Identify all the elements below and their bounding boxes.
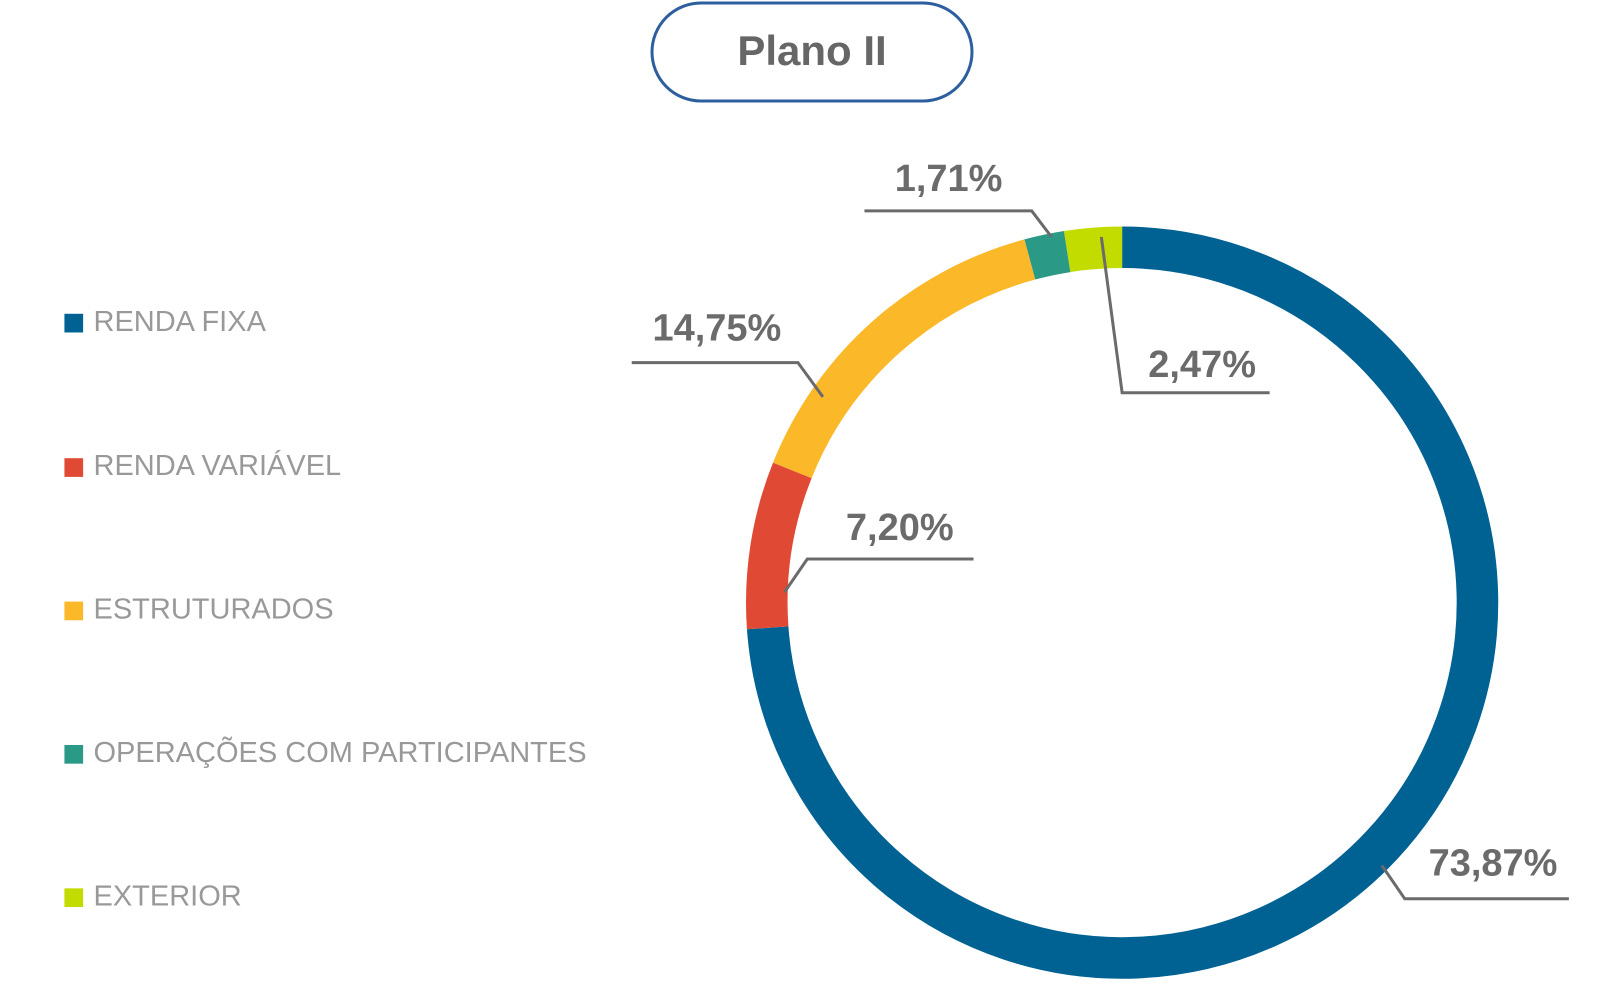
chart-title: Plano II [737,27,886,74]
leader-line [1380,864,1569,901]
donut-segment [1024,231,1071,280]
legend-swatch [64,744,84,764]
donut-segment [1063,226,1123,273]
value-label: 14,75% [652,307,781,349]
title-pill [650,1,974,103]
value-label: 7,20% [846,507,954,549]
legend-label: RENDA VARIÁVEL [94,449,342,482]
legend-swatch [64,458,84,477]
legend-swatch [64,601,84,621]
value-label: 73,87% [1429,843,1558,885]
legend-swatch [64,888,84,908]
leader-line [1099,236,1270,395]
legend-label: RENDA FIXA [94,306,267,338]
leader-line [864,209,1053,238]
legend-label: EXTERIOR [94,880,242,912]
donut-segment [746,462,812,630]
donut-segment [746,226,1499,979]
donut-segment [773,239,1036,479]
legend-label: OPERAÇÕES COM PARTICIPANTES [94,735,587,769]
value-label: 2,47% [1148,344,1256,386]
leader-line [783,557,974,594]
leader-line [631,361,825,398]
value-label: 1,71% [895,158,1003,200]
legend-swatch [64,313,84,333]
legend-label: ESTRUTURADOS [94,594,334,626]
